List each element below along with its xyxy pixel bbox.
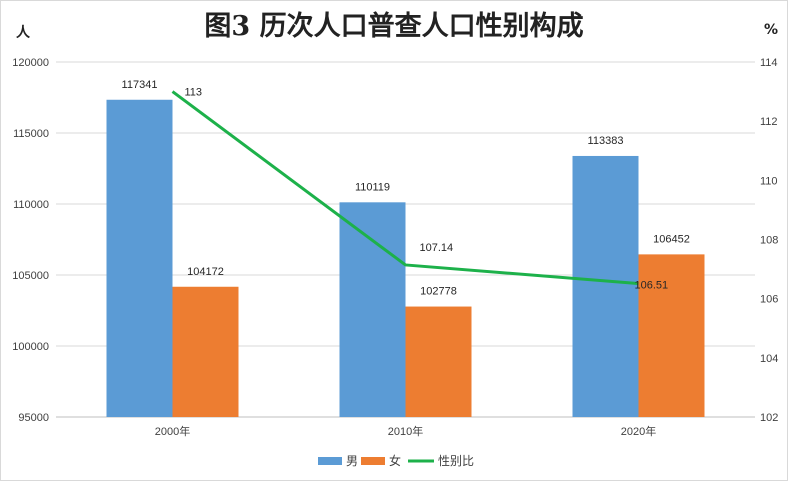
data-label-male: 113383 — [588, 135, 624, 147]
legend-swatch-female — [361, 457, 385, 465]
bar-male — [572, 155, 639, 417]
bar-female — [405, 306, 472, 417]
legend-label-female: 女 — [389, 453, 401, 468]
left-tick-label: 115000 — [13, 128, 49, 140]
left-tick-label: 100000 — [12, 341, 49, 353]
data-label-ratio: 106.51 — [635, 280, 669, 292]
data-label-female: 106452 — [653, 233, 690, 245]
left-tick-label: 105000 — [12, 270, 49, 282]
x-tick-label: 2010年 — [388, 424, 423, 438]
left-tick-label: 110000 — [13, 199, 49, 211]
data-label-ratio: 107.14 — [420, 242, 454, 254]
bar-male — [106, 99, 173, 417]
right-tick-label: 110 — [760, 175, 778, 187]
ratio-line — [171, 90, 639, 286]
chart-title: 图3 历次人口普查人口性别构成 — [204, 11, 584, 42]
left-tick-label: 95000 — [18, 412, 49, 424]
legend-swatch-male — [318, 457, 342, 465]
legend-label-male: 男 — [346, 454, 358, 468]
bar-female — [638, 254, 705, 417]
data-label-male: 110119 — [355, 181, 390, 193]
right-tick-label: 102 — [760, 412, 778, 424]
right-tick-label: 112 — [760, 116, 778, 128]
data-label-ratio: 113 — [185, 87, 203, 99]
bar-male — [339, 202, 406, 417]
right-tick-label: 106 — [760, 294, 778, 306]
data-label-female: 104172 — [187, 266, 224, 278]
right-axis-unit: % — [764, 22, 779, 38]
right-tick-label: 108 — [760, 235, 778, 247]
legend-label-ratio: 性别比 — [438, 454, 474, 468]
right-tick-label: 114 — [760, 57, 778, 69]
right-tick-label: 104 — [760, 353, 778, 365]
x-tick-label: 2020年 — [621, 424, 656, 438]
left-tick-label: 120000 — [12, 57, 49, 69]
data-label-female: 102778 — [420, 286, 457, 298]
x-tick-label: 2000年 — [155, 424, 190, 438]
bar-female — [172, 286, 239, 417]
left-axis-unit: 人 — [16, 25, 30, 41]
data-label-male: 117341 — [122, 79, 158, 91]
